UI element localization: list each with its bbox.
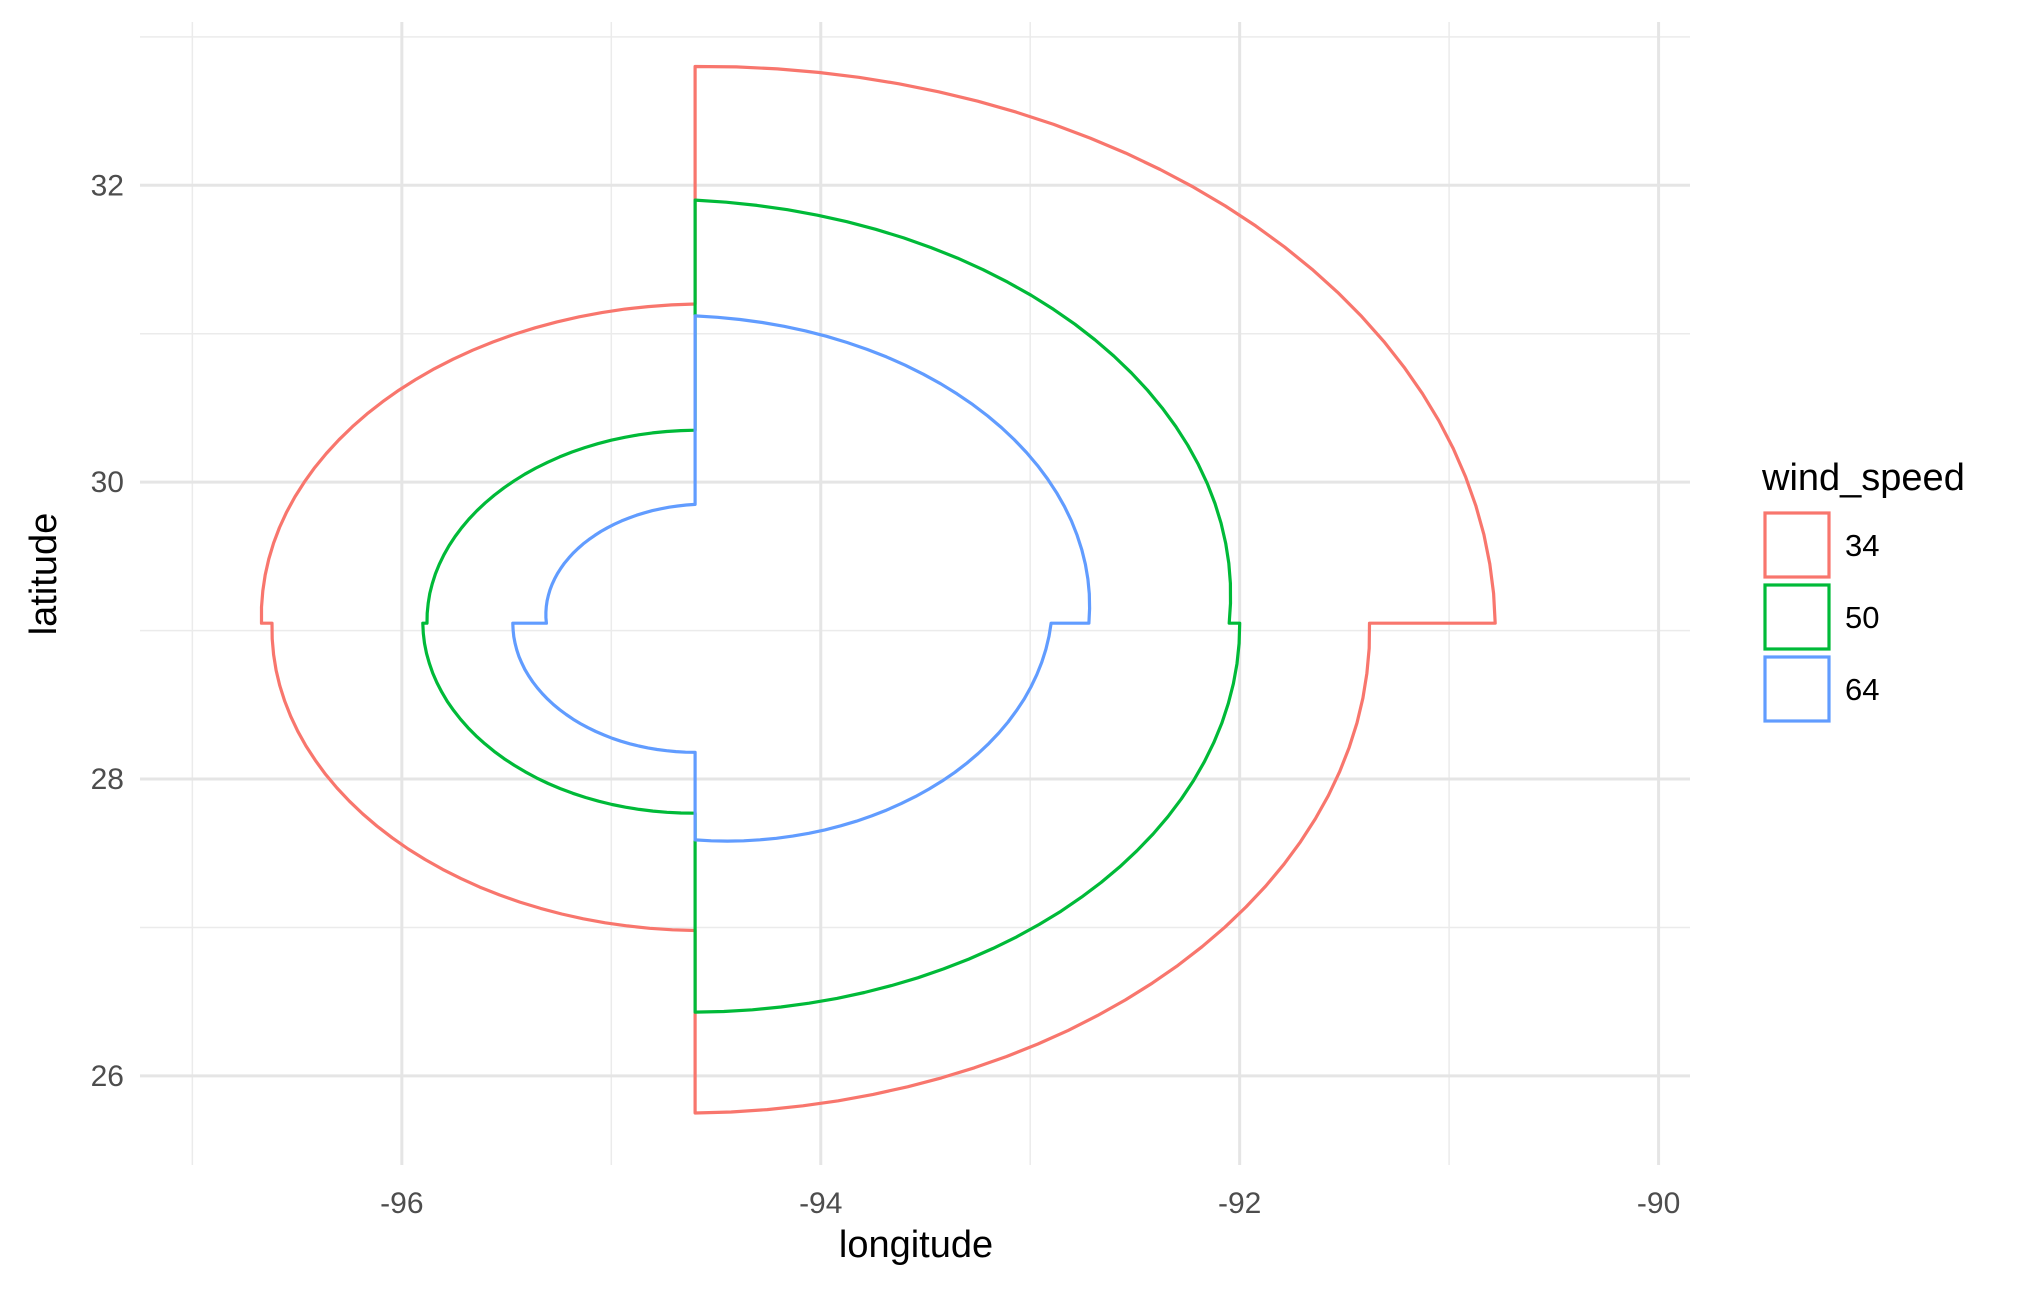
x-tick-label: -94	[799, 1187, 842, 1220]
minor-gridlines	[140, 22, 1690, 1165]
legend-label-34: 34	[1845, 528, 1879, 563]
y-axis-ticks: 26 28 30 32	[91, 169, 124, 1093]
y-tick-label: 30	[91, 466, 124, 499]
y-tick-label: 32	[91, 169, 124, 202]
legend-key-64	[1763, 655, 1831, 723]
x-axis-ticks: -96 -94 -92 -90	[380, 1187, 1680, 1220]
y-tick-label: 26	[91, 1060, 124, 1093]
legend-key-50	[1763, 583, 1831, 651]
legend-key-34	[1763, 511, 1831, 579]
wind-radii-series	[259, 64, 1497, 1115]
y-axis-title: latitude	[23, 513, 65, 636]
legend-title: wind_speed	[1761, 457, 1965, 499]
y-tick-label: 28	[91, 763, 124, 796]
wind-radii-34	[259, 64, 1497, 1115]
x-tick-label: -96	[380, 1187, 423, 1220]
major-gridlines	[140, 22, 1690, 1165]
x-axis-title: longitude	[839, 1224, 993, 1266]
legend: wind_speed 34 50 64	[1761, 457, 1965, 723]
legend-label-64: 64	[1845, 672, 1879, 707]
x-tick-label: -90	[1637, 1187, 1680, 1220]
legend-label-50: 50	[1845, 600, 1879, 635]
wind-radii-64	[511, 314, 1092, 843]
x-tick-label: -92	[1218, 1187, 1261, 1220]
